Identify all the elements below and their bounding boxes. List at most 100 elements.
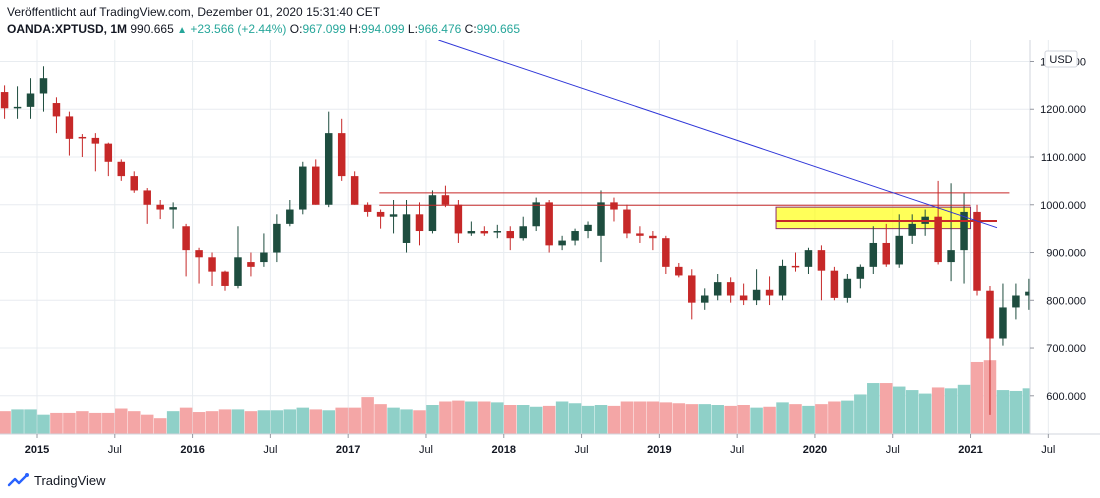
candle-up xyxy=(804,250,813,267)
candle-down xyxy=(791,265,800,268)
candle-up xyxy=(700,295,709,303)
volume-bar xyxy=(711,405,724,434)
currency-badge[interactable]: USD xyxy=(1044,50,1078,68)
time-tick-label: Jul xyxy=(108,444,122,456)
candle-up xyxy=(1025,291,1030,296)
candle-up xyxy=(856,266,865,279)
candle-up xyxy=(1090,250,1098,262)
candle-down xyxy=(726,282,735,296)
candle-down xyxy=(195,250,203,258)
price-tick-label: 1100.000 xyxy=(1041,152,1086,164)
candle-up xyxy=(493,231,502,233)
candle-up xyxy=(532,202,540,227)
up-arrow-icon: ▲ xyxy=(177,25,187,36)
candle-up xyxy=(260,252,268,263)
volume-bar xyxy=(815,404,828,434)
candle-up xyxy=(960,211,968,251)
price-axis[interactable]: 600.000 700.000 800.000 900.000 1000.000 1100… xyxy=(1030,56,1086,403)
volume-bar xyxy=(802,405,815,434)
candle-down xyxy=(441,195,450,205)
volume-bar xyxy=(944,388,958,434)
volume-bar xyxy=(918,393,932,434)
volume-bar xyxy=(685,404,699,434)
candle-down xyxy=(1064,231,1072,245)
price-tick-label: 1000.000 xyxy=(1040,200,1086,212)
candle-down xyxy=(182,226,190,251)
candle-down xyxy=(312,166,320,205)
candle-down xyxy=(830,270,839,298)
drawings xyxy=(379,40,1010,229)
volume-bar xyxy=(179,407,193,434)
candle-up xyxy=(13,106,22,109)
candle-up xyxy=(169,207,177,210)
volume-bar xyxy=(0,411,11,434)
volume-bar xyxy=(633,401,647,434)
tradingview-icon xyxy=(7,473,29,487)
candle-down xyxy=(934,216,942,263)
candle-down xyxy=(104,143,113,162)
time-tick-label: 2020 xyxy=(803,444,827,456)
volume-bar xyxy=(102,412,115,434)
volume-bar xyxy=(218,409,232,434)
tradingview-logo[interactable]: TradingView xyxy=(7,471,106,489)
candle-up xyxy=(999,307,1007,339)
volume-bar xyxy=(750,407,763,434)
candle-down xyxy=(817,250,826,271)
time-tick-label: 2021 xyxy=(958,444,982,456)
candle-up xyxy=(908,223,916,236)
candle-down xyxy=(117,161,126,177)
volume-bar xyxy=(594,405,608,434)
volume-bars xyxy=(0,360,1030,434)
volume-bar xyxy=(335,407,348,434)
symbol-name: OANDA:XPTUSD, 1M xyxy=(7,22,128,36)
volume-bar xyxy=(153,418,167,434)
volume-bar xyxy=(439,401,452,434)
volume-bar xyxy=(244,411,258,434)
candle-up xyxy=(26,93,35,107)
volume-bar xyxy=(1022,388,1030,434)
candle-down xyxy=(649,235,657,239)
grid-lines xyxy=(0,40,1049,434)
volume-bar xyxy=(140,414,154,434)
candle-down xyxy=(454,204,463,234)
candle-up xyxy=(584,224,592,232)
candle-down xyxy=(636,233,644,236)
time-tick-label: 2019 xyxy=(647,444,671,456)
plot-background xyxy=(0,40,1030,434)
candle-up xyxy=(39,78,48,94)
candle-up xyxy=(389,214,398,217)
price-tick-label: 600.000 xyxy=(1046,391,1086,403)
candle-down xyxy=(65,116,74,139)
candle-down xyxy=(882,242,891,265)
time-tick-label: Jul xyxy=(886,444,900,456)
candle-down xyxy=(610,202,618,210)
volume-bar xyxy=(763,406,776,434)
candle-up xyxy=(597,202,605,236)
price-tick-label: 700.000 xyxy=(1046,343,1086,355)
candle-up xyxy=(947,250,955,263)
volume-bar xyxy=(828,401,841,434)
candle-down xyxy=(337,133,346,177)
candle-up xyxy=(273,223,281,253)
volume-bar xyxy=(322,410,335,434)
time-tick-label: Jul xyxy=(1041,444,1055,456)
volume-bar xyxy=(931,387,945,434)
volume-bar xyxy=(452,400,465,434)
volume-bar xyxy=(698,404,711,434)
volume-bar xyxy=(905,390,919,434)
price-tick-label: 900.000 xyxy=(1046,248,1086,260)
last-price: 990.665 xyxy=(130,22,174,36)
volume-bar xyxy=(309,409,323,434)
candle-down xyxy=(221,271,229,286)
volume-bar xyxy=(516,405,530,434)
candle-up xyxy=(1012,295,1020,308)
price-change: +23.566 (+2.44%) xyxy=(190,22,287,36)
trendline xyxy=(438,40,998,229)
volume-bar xyxy=(996,390,1010,434)
volume-bar xyxy=(568,403,582,434)
volume-bar xyxy=(672,403,686,434)
time-axis[interactable]: 2015 Jul 2016 Jul 2017 Jul 2018 Jul 2019 Jul 2020 J… xyxy=(25,434,1056,456)
candle-up xyxy=(467,231,476,234)
volume-bar xyxy=(659,402,673,434)
